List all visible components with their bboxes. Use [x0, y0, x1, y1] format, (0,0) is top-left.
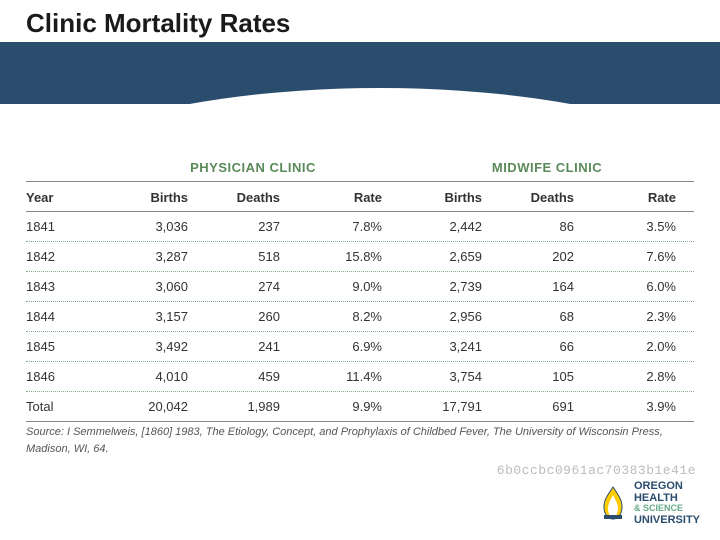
- table-row: 18433,0602749.0%2,7391646.0%: [26, 272, 694, 302]
- cell-mid-births: 17,791: [400, 399, 510, 414]
- column-header-row: Year Births Deaths Rate Births Deaths Ra…: [26, 182, 694, 212]
- table-row: 18453,4922416.9%3,241662.0%: [26, 332, 694, 362]
- table-row: 18464,01045911.4%3,7541052.8%: [26, 362, 694, 392]
- logo-text: OREGON HEALTH & SCIENCE UNIVERSITY: [634, 480, 700, 526]
- table-row: 18423,28751815.8%2,6592027.6%: [26, 242, 694, 272]
- cell-mid-rate: 6.0%: [602, 279, 694, 294]
- cell-year: 1844: [26, 309, 106, 324]
- section-header-row: PHYSICIAN CLINIC MIDWIFE CLINIC: [26, 160, 694, 182]
- cell-phys-rate: 9.9%: [308, 399, 400, 414]
- cell-mid-births: 3,241: [400, 339, 510, 354]
- cell-mid-deaths: 66: [510, 339, 602, 354]
- cell-phys-rate: 9.0%: [308, 279, 400, 294]
- section-physician: PHYSICIAN CLINIC: [106, 160, 400, 175]
- cell-phys-births: 3,157: [106, 309, 216, 324]
- watermark: 6b0ccbc0961ac70383b1e41e: [497, 463, 696, 478]
- cell-year: 1842: [26, 249, 106, 264]
- section-midwife: MIDWIFE CLINIC: [400, 160, 694, 175]
- col-phys-deaths: Deaths: [216, 190, 308, 205]
- cell-year: 1843: [26, 279, 106, 294]
- cell-mid-births: 3,754: [400, 369, 510, 384]
- cell-mid-deaths: 86: [510, 219, 602, 234]
- cell-phys-rate: 15.8%: [308, 249, 400, 264]
- cell-phys-births: 20,042: [106, 399, 216, 414]
- table-row: 18413,0362377.8%2,442863.5%: [26, 212, 694, 242]
- logo-line3: & SCIENCE: [634, 504, 700, 514]
- cell-mid-births: 2,659: [400, 249, 510, 264]
- cell-phys-deaths: 241: [216, 339, 308, 354]
- cell-phys-deaths: 260: [216, 309, 308, 324]
- cell-phys-births: 3,036: [106, 219, 216, 234]
- cell-mid-rate: 2.3%: [602, 309, 694, 324]
- cell-mid-deaths: 164: [510, 279, 602, 294]
- col-mid-births: Births: [400, 190, 510, 205]
- table-row: Total20,0421,9899.9%17,7916913.9%: [26, 392, 694, 422]
- source-citation: Source: I Semmelweis, [1860] 1983, The E…: [26, 424, 694, 457]
- cell-phys-births: 4,010: [106, 369, 216, 384]
- cell-mid-births: 2,442: [400, 219, 510, 234]
- cell-mid-rate: 3.9%: [602, 399, 694, 414]
- page-title: Clinic Mortality Rates: [26, 8, 290, 39]
- cell-year: Total: [26, 399, 106, 414]
- cell-phys-deaths: 518: [216, 249, 308, 264]
- cell-mid-deaths: 105: [510, 369, 602, 384]
- logo-line4: UNIVERSITY: [634, 514, 700, 526]
- cell-year: 1841: [26, 219, 106, 234]
- cell-phys-deaths: 1,989: [216, 399, 308, 414]
- cell-mid-rate: 2.0%: [602, 339, 694, 354]
- col-mid-rate: Rate: [602, 190, 694, 205]
- col-mid-deaths: Deaths: [510, 190, 602, 205]
- cell-mid-rate: 7.6%: [602, 249, 694, 264]
- cell-mid-deaths: 68: [510, 309, 602, 324]
- cell-phys-births: 3,287: [106, 249, 216, 264]
- cell-phys-deaths: 237: [216, 219, 308, 234]
- col-phys-births: Births: [106, 190, 216, 205]
- cell-phys-rate: 11.4%: [308, 369, 400, 384]
- cell-phys-births: 3,492: [106, 339, 216, 354]
- cell-year: 1846: [26, 369, 106, 384]
- cell-phys-births: 3,060: [106, 279, 216, 294]
- cell-mid-births: 2,739: [400, 279, 510, 294]
- cell-phys-deaths: 274: [216, 279, 308, 294]
- ohsu-logo: OREGON HEALTH & SCIENCE UNIVERSITY: [598, 480, 700, 526]
- cell-mid-rate: 3.5%: [602, 219, 694, 234]
- cell-year: 1845: [26, 339, 106, 354]
- col-year: Year: [26, 190, 106, 205]
- table-row: 18443,1572608.2%2,956682.3%: [26, 302, 694, 332]
- table-body: 18413,0362377.8%2,442863.5%18423,2875181…: [26, 212, 694, 422]
- cell-mid-births: 2,956: [400, 309, 510, 324]
- cell-phys-deaths: 459: [216, 369, 308, 384]
- cell-phys-rate: 6.9%: [308, 339, 400, 354]
- cell-mid-rate: 2.8%: [602, 369, 694, 384]
- cell-mid-deaths: 691: [510, 399, 602, 414]
- cell-phys-rate: 8.2%: [308, 309, 400, 324]
- cell-phys-rate: 7.8%: [308, 219, 400, 234]
- section-blank: [26, 160, 106, 175]
- logo-line1: OREGON: [634, 480, 700, 492]
- cell-mid-deaths: 202: [510, 249, 602, 264]
- flame-icon: [598, 485, 628, 521]
- mortality-table: PHYSICIAN CLINIC MIDWIFE CLINIC Year Bir…: [26, 160, 694, 422]
- col-phys-rate: Rate: [308, 190, 400, 205]
